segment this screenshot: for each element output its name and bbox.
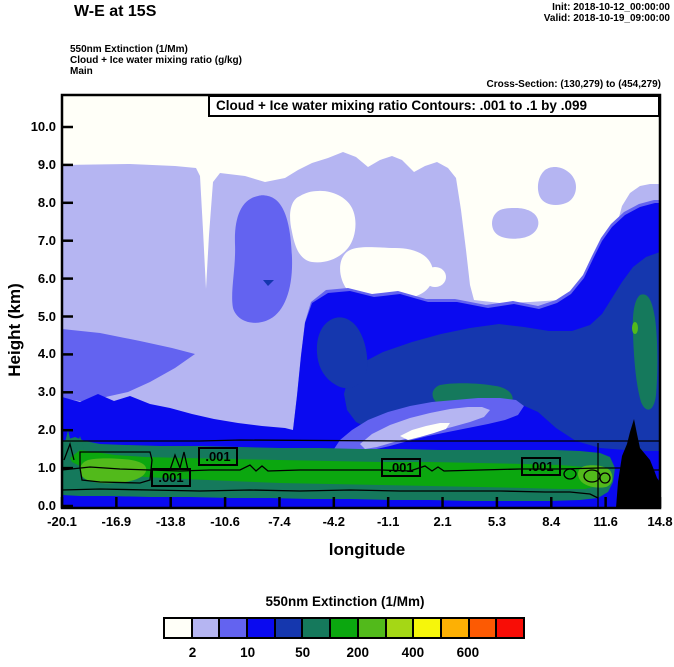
legend-line-grid: Main [70,66,93,77]
contour-label: .001 [521,457,561,476]
colorbar-tick-label: 200 [346,645,370,660]
colorbar-swatch [165,619,191,637]
terrain-silhouette [616,419,660,508]
y-tick-label: 5.0 [37,308,56,324]
fill-purple-elevated-blob [232,195,293,323]
fill-bright-speck-right [632,322,638,334]
x-tick-label: -13.8 [155,514,186,529]
colorbar-tick-label: 2 [188,645,197,660]
cross-section-info: Cross-Section: (130,279) to (454,279) [486,79,661,90]
y-tick-label: 8.0 [37,194,56,210]
colorbar-swatch [495,619,523,637]
contour-label: .001 [381,458,421,477]
x-tick-label: -16.9 [101,514,132,529]
colorbar-tick-label: 10 [240,645,256,660]
fill-white-dot [424,267,446,287]
y-tick-label: 1.0 [37,460,56,476]
colorbar-swatch [384,619,413,637]
fill-white-hole-a [290,190,356,263]
x-tick-label: 14.8 [647,514,673,529]
legend-line-extinction: 550nm Extinction (1/Mm) [70,44,188,55]
y-tick-label: 9.0 [37,156,56,172]
x-tick-label: -20.1 [47,514,77,529]
colorbar-swatch [439,619,468,637]
colorbar-swatch [190,619,219,637]
fill-purple-left-band [62,329,195,402]
y-axis-label: Height (km) [5,283,24,377]
x-tick-label: -1.1 [376,514,400,529]
fill-navy-main [344,252,660,451]
plot-title-box: Cloud + Ice water mixing ratio Contours:… [208,95,660,117]
y-tick-label: 4.0 [37,346,56,362]
colorbar-tick-label: 600 [456,645,480,660]
colorbar [163,617,525,639]
fill-lavender-patch-a [492,208,539,239]
legend-line-mixing-ratio: Cloud + Ice water mixing ratio (g/kg) [70,55,242,66]
contour-label: .001 [198,447,238,466]
axis-tick-marks [60,125,662,508]
colorbar-tick-label: 50 [295,645,311,660]
colorbar-swatch [273,619,302,637]
y-tick-label: 3.0 [37,384,56,400]
fill-surface-teal-spike2 [76,436,84,449]
valid-timestamp: Valid: 2018-10-19_09:00:00 [543,13,670,24]
fill-navy-speck [263,280,274,286]
contour-label: .001 [151,468,191,487]
figure-title: W-E at 15S [74,3,157,20]
colorbar-swatch [467,619,496,637]
colorbar-title: 550nm Extinction (1/Mm) [265,594,425,609]
fill-white-hole-b [340,247,434,303]
colorbar-swatch [246,619,274,637]
x-axis-label: longitude [328,540,406,559]
init-timestamp: Init: 2018-10-12_00:00:00 [552,2,670,13]
fill-lavender-patch-b [537,167,576,205]
colorbar-swatch [356,619,385,637]
y-tick-label: 6.0 [37,270,56,286]
x-tick-label: -4.2 [322,514,346,529]
fill-surface-bright-left [80,458,147,484]
y-tick-label: 10.0 [30,119,56,134]
fill-white-trough-core [400,423,450,440]
colorbar-tick-label: 400 [401,645,425,660]
y-tick-label: 0.0 [37,498,56,513]
colorbar-swatch [412,619,440,637]
colorbar-swatch [329,619,357,637]
x-tick-label: -7.4 [268,514,291,529]
x-tick-label: 5.3 [487,514,506,529]
fill-navy-hook [316,317,368,389]
x-tick-label: 2.1 [433,514,452,529]
x-tick-label: -10.6 [210,514,240,529]
colorbar-swatch [301,619,330,637]
colorbar-swatch [218,619,247,637]
fill-teal-strip-right [632,294,658,410]
y-tick-label: 2.0 [37,422,56,438]
x-tick-label: 11.6 [593,514,618,529]
y-tick-label: 7.0 [37,232,56,248]
x-tick-label: 8.4 [542,514,561,529]
